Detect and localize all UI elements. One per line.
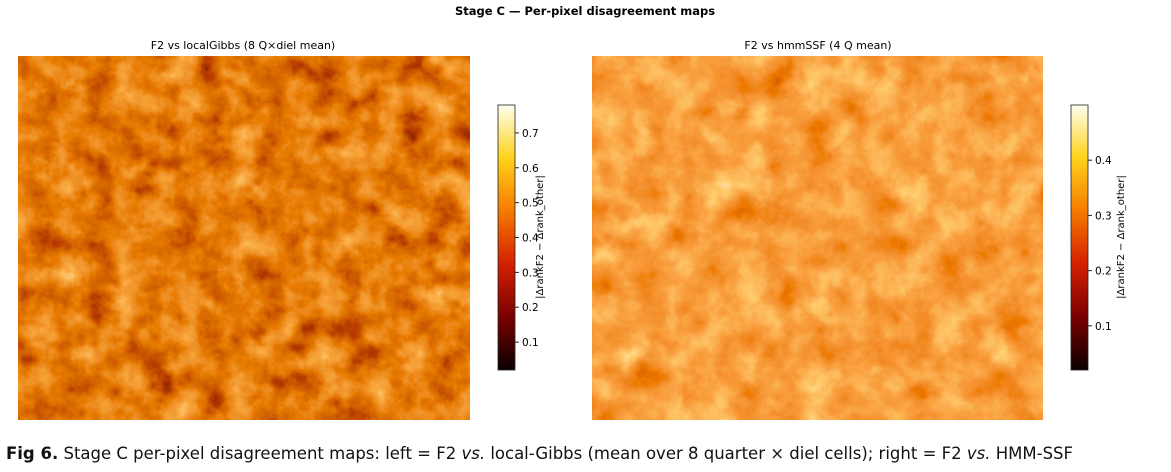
map-image bbox=[18, 56, 470, 420]
colorbar-tick-label: 0.2 bbox=[1095, 266, 1112, 278]
colorbar-label: |ΔrankF2 − Δrank_other| bbox=[1116, 175, 1127, 299]
colorbar-label: |ΔrankF2 − Δrank_other| bbox=[535, 175, 546, 299]
caption-text: Stage C per-pixel disagreement maps: lef… bbox=[58, 444, 462, 463]
caption: Fig 6. Stage C per-pixel disagreement ma… bbox=[6, 444, 1171, 463]
caption-text: vs. bbox=[966, 444, 991, 463]
panel-title: F2 vs hmmSSF (4 Q mean) bbox=[744, 39, 891, 52]
caption-text: vs. bbox=[461, 444, 486, 463]
colorbar-tick-label: 0.3 bbox=[1095, 210, 1112, 222]
figure-plot: Stage C — Per-pixel disagreement maps F2… bbox=[18, 4, 1127, 420]
colorbar-tick-label: 0.1 bbox=[1095, 321, 1112, 333]
caption-text: HMM-SSF bbox=[990, 444, 1074, 463]
figure-title: Stage C — Per-pixel disagreement maps bbox=[455, 4, 715, 18]
caption-text: local-Gibbs (mean over 8 quarter × diel … bbox=[485, 444, 967, 463]
map-image bbox=[592, 56, 1043, 420]
colorbar-tick-label: 0.7 bbox=[522, 128, 539, 140]
colorbar bbox=[497, 104, 516, 371]
colorbar-tick-label: 0.4 bbox=[522, 233, 539, 245]
caption-label: Fig 6. bbox=[6, 444, 59, 463]
colorbar-tick-label: 0.6 bbox=[522, 163, 539, 175]
panel-title: F2 vs localGibbs (8 Q×diel mean) bbox=[151, 39, 335, 52]
colorbar-tick-label: 0.5 bbox=[522, 198, 539, 210]
colorbar-tick-label: 0.3 bbox=[522, 267, 539, 279]
colorbar bbox=[1070, 104, 1089, 371]
colorbar-tick-label: 0.4 bbox=[1095, 155, 1112, 167]
colorbar-tick-label: 0.2 bbox=[522, 302, 539, 314]
colorbar-tick-label: 0.1 bbox=[522, 337, 539, 349]
